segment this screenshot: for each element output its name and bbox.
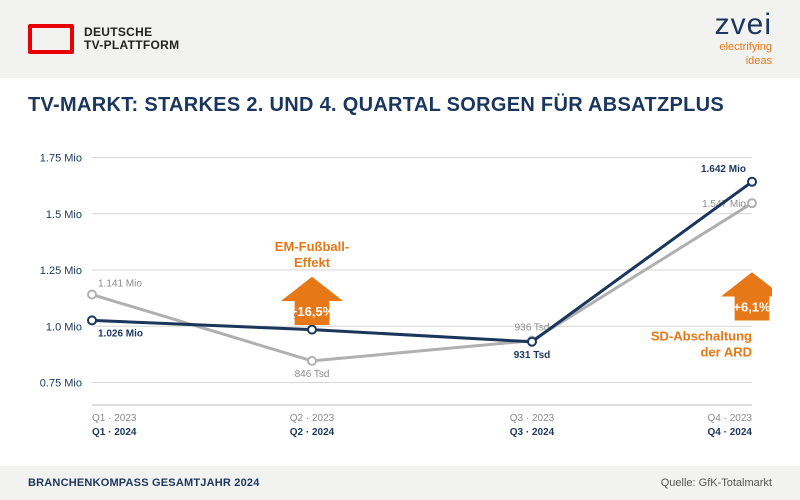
footer-source: Quelle: GfK-Totalmarkt (661, 477, 772, 489)
x-label-2023: Q1 · 2023 (92, 413, 137, 424)
x-label-2024: Q4 · 2024 (708, 427, 753, 438)
chart-title: TV-MARKT: STARKES 2. UND 4. QUARTAL SORG… (28, 94, 772, 117)
series-marker-2024 (528, 338, 536, 346)
callout-title: EM-Fußball- (275, 239, 349, 254)
x-label-2023: Q3 · 2023 (510, 413, 555, 424)
footer: BRANCHENKOMPASS GESAMTJAHR 2024 Quelle: … (0, 466, 800, 500)
y-tick-label: 0.75 Mio (40, 378, 82, 390)
x-label-2024: Q1 · 2024 (92, 427, 137, 438)
point-label-2024: 1.026 Mio (98, 328, 143, 339)
logo-deutsche-tv-plattform: DEUTSCHE TV-PLATTFORM (28, 24, 179, 54)
series-line-2024 (92, 182, 752, 342)
y-tick-label: 1.5 Mio (46, 209, 82, 221)
callout-title: SD-Abschaltung (651, 328, 752, 343)
callout-percent: +16,5% (290, 304, 335, 319)
x-label-2024: Q3 · 2024 (510, 427, 555, 438)
series-marker-2023 (308, 357, 316, 365)
zvei-tagline-1: electrifying (715, 42, 772, 54)
zvei-tagline-2: ideas (715, 56, 772, 68)
y-tick-label: 1.75 Mio (40, 153, 82, 165)
point-label-2024: 1.642 Mio (701, 164, 746, 175)
series-marker-2024 (88, 316, 96, 324)
logo-zvei: zvei electrifying ideas (715, 10, 772, 67)
series-marker-2024 (308, 326, 316, 334)
title-bar: TV-MARKT: STARKES 2. UND 4. QUARTAL SORG… (0, 78, 800, 125)
point-label-2024: 931 Tsd (514, 350, 551, 361)
callout-title: Effekt (294, 255, 331, 270)
line-chart: 0.75 Mio 1.0 Mio 1.25 Mio 1.5 Mio 1.75 Mio Q1… (28, 125, 772, 445)
callout-title: der ARD (700, 344, 752, 359)
series-marker-2024 (748, 178, 756, 186)
point-label-2023: 1.141 Mio (98, 279, 142, 290)
dtvp-text-line2: TV-PLATTFORM (84, 39, 179, 52)
dtvp-icon (28, 24, 74, 54)
series-marker-2023 (88, 291, 96, 299)
series-marker-2023 (748, 199, 756, 207)
zvei-wordmark: zvei (715, 10, 772, 40)
y-tick-label: 1.25 Mio (40, 265, 82, 277)
callout-percent: +6,1% (733, 299, 771, 314)
footer-brand: BRANCHENKOMPASS GESAMTJAHR 2024 (28, 477, 260, 489)
x-label-2024: Q2 · 2024 (290, 427, 335, 438)
chart-area: 0.75 Mio 1.0 Mio 1.25 Mio 1.5 Mio 1.75 Mio Q1… (28, 125, 772, 462)
x-label-2023: Q4 · 2023 (708, 413, 753, 424)
header: DEUTSCHE TV-PLATTFORM zvei electrifying … (0, 0, 800, 78)
x-label-2023: Q2 · 2023 (290, 413, 335, 424)
y-tick-label: 1.0 Mio (46, 321, 82, 333)
point-label-2023: 846 Tsd (295, 369, 330, 380)
